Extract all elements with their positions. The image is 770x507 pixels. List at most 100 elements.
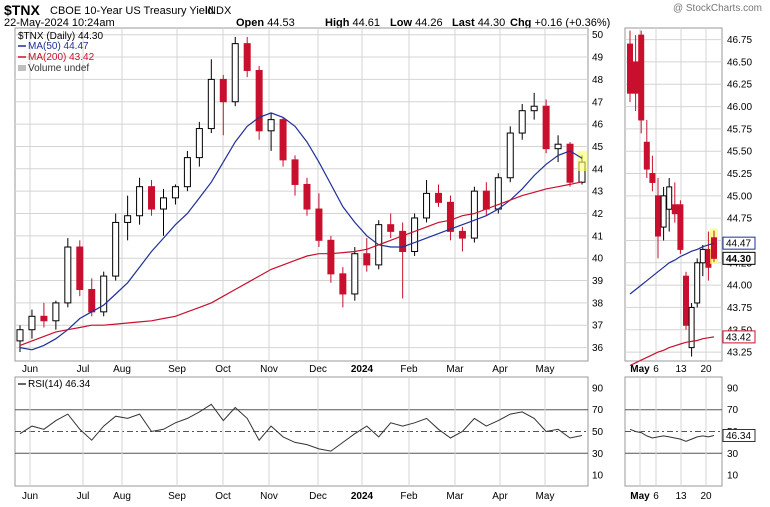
price-y-tick: 41 [592,231,604,242]
zoom-candle-body [677,204,684,250]
price-candle-body [315,208,323,241]
rsi-x-tick: Oct [215,491,231,502]
legend-price: $TNX (Daily) 44.30 [18,31,103,42]
symbol: $TNX [4,2,40,18]
price-x-tick: Dec [309,364,327,375]
price-candle-body [435,192,443,203]
zoom-candle-body [632,61,639,94]
price-candle-body [566,143,574,183]
quote-high: High 44.61 [325,17,380,29]
price-candle-body [159,197,167,210]
rsi-x-tick: Apr [492,491,508,502]
price-candle-body [506,132,514,179]
price-candle-body [411,217,419,252]
exchange: INDX [205,5,232,17]
price-candle-body [351,253,359,295]
quote-high-value: 44.61 [352,17,381,29]
rsi-y-tick: 50 [592,427,604,438]
price-candle-body [399,230,407,252]
rsi-x-tick: May [536,491,555,502]
quote-chg-label: Chg [510,17,532,29]
price-candle-body [64,246,72,304]
credit: @ StockCharts.com [672,3,762,14]
zoom-candle-body [655,195,661,237]
price-candle-body [52,302,60,322]
legend-ma200: MA(200) 43.42 [28,52,95,63]
zoom-rsi-x-tick: May [630,491,650,502]
price-y-tick: 47 [592,97,604,108]
price-candle-body [231,43,239,103]
price-candle-body [148,186,156,210]
price-x-tick: Oct [215,364,231,375]
quote-last-value: 44.30 [477,17,506,29]
price-candle-body [291,159,299,185]
price-candle-body [530,105,538,112]
quote-chg-value: +0.16 (+0.36%) [534,17,611,29]
price-candle-body [255,69,263,132]
quote-low-value: 44.26 [415,17,443,29]
price-y-tick: 39 [592,276,604,287]
rsi-y-tick: 90 [592,383,604,394]
tag-ma200: 43.42 [726,332,751,343]
rsi-x-tick: Feb [400,491,418,502]
price-candle-body [542,105,550,150]
zoom-candle-body [699,248,706,264]
zoom-candle-body [627,43,633,94]
zoom-price-panel [624,27,723,362]
zoom-y-tick: 46.75 [727,35,752,46]
price-candle-body [327,239,335,275]
price-candle-body [195,128,203,159]
rsi-x-tick: Jul [77,491,90,502]
zoom-candle-body [683,275,689,326]
rsi-x-tick: Sep [168,491,186,502]
price-x-tick: Mar [446,364,464,375]
zoom-y-tick: 46.00 [727,102,752,113]
rsi-label: RSI(14) 46.34 [28,379,91,390]
price-y-tick: 46 [592,120,604,131]
zoom-y-tick: 45.00 [727,191,752,202]
price-candle-body [423,192,431,219]
price-y-tick: 38 [592,298,604,309]
zoom-rsi-x-tick: 13 [675,491,687,502]
price-candle-body [363,253,371,266]
zoom-candle-body [666,186,673,210]
price-candle-body [28,315,36,331]
instrument-name: CBOE 10-Year US Treasury Yield [50,5,214,17]
zoom-candle-body [643,141,650,170]
zoom-rsi-x-tick: 20 [700,491,712,502]
zoom-x-tick: 20 [700,364,712,375]
zoom-y-tick: 46.25 [727,80,752,91]
ma200-line [19,181,583,346]
price-y-tick: 42 [592,209,604,220]
price-x-tick: Jun [22,364,38,375]
price-candle-body [219,78,227,103]
zoom-rsi-y-tick: 90 [727,383,739,394]
quote-high-label: High [325,17,350,29]
price-x-tick: Aug [113,364,131,375]
price-candle-body [124,215,132,223]
zoom-y-tick: 45.75 [727,124,752,135]
price-y-tick: 49 [592,53,604,64]
zoom-candle-body [649,173,656,183]
quote-last-label: Last [452,17,475,29]
price-candle-body [16,329,24,342]
zoom-y-tick: 45.25 [727,169,752,180]
quote-chg: Chg +0.16 (+0.36%) [510,17,610,29]
ma50-line [19,112,583,351]
price-candle-body [136,186,144,217]
tag-ma200-box [722,330,756,344]
price-y-tick: 44 [592,164,604,175]
tag-last: 44.30 [726,254,751,265]
zoom-rsi-y-tick: 30 [727,449,739,460]
zoom-y-tick: 44.00 [727,281,752,292]
price-candle-body [40,315,48,322]
tag-rsi-box [722,428,756,442]
price-y-tick: 43 [592,187,604,198]
zoom-candle-body [638,34,645,121]
price-y-tick: 45 [592,142,604,153]
zoom-rsi-x-tick: 6 [653,491,659,502]
quote-last: Last 44.30 [452,17,505,29]
price-candle-body [470,190,478,239]
zoom-x-tick: May [630,364,650,375]
rsi-y-tick: 30 [592,449,604,460]
